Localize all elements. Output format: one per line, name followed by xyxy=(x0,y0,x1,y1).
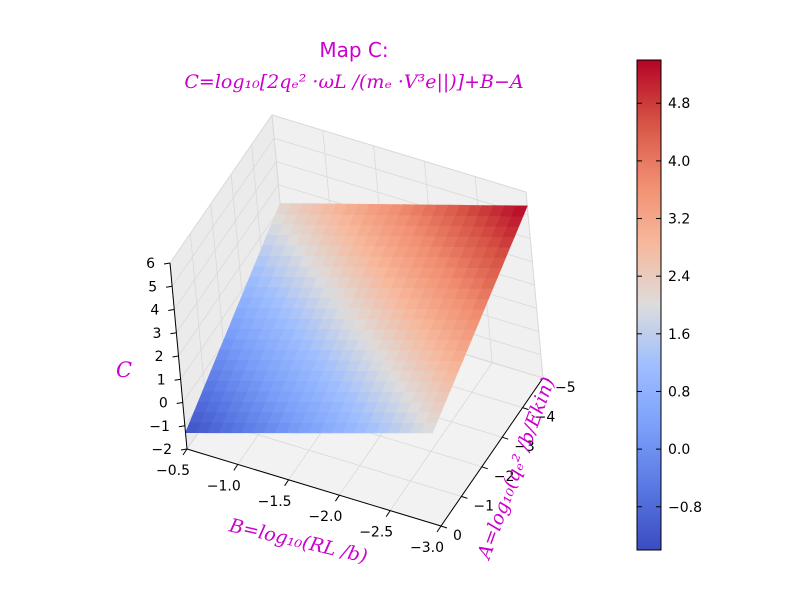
colorbar-tick-label: 1.6 xyxy=(668,327,690,343)
y-axis-line xyxy=(440,377,544,527)
x-tick-label: −1.0 xyxy=(207,478,241,494)
colorbar-tick-label: 0.8 xyxy=(668,384,690,400)
z-tick-mark xyxy=(170,332,177,335)
y-tick-label: −2 xyxy=(494,469,515,485)
z-tick-label: −1 xyxy=(149,419,170,435)
grid-line xyxy=(173,161,277,310)
x-axis-line xyxy=(186,448,442,527)
z-tick-mark xyxy=(166,285,173,288)
colorbar-tick-label: 4.0 xyxy=(668,154,690,170)
y-tick-label: 0 xyxy=(453,528,462,544)
y-tick-label: −4 xyxy=(535,410,556,426)
z-axis-ticks: −2 −1 0 1 2 3 4 5 6 xyxy=(146,256,188,458)
z-tick-mark xyxy=(168,309,175,311)
z-tick-label: 5 xyxy=(148,279,157,295)
z-axis-label: C xyxy=(116,358,132,382)
grid-line xyxy=(169,114,273,264)
colorbar-tick-label: −0.8 xyxy=(668,500,702,516)
x-tick-mark xyxy=(233,464,239,471)
z-tick-mark xyxy=(174,378,181,381)
z-tick-mark xyxy=(163,262,171,265)
y-tick-label: −3 xyxy=(514,439,535,455)
colorbar-tick-label: 2.4 xyxy=(668,269,690,285)
grid-line xyxy=(389,362,493,511)
z-tick-label: 3 xyxy=(152,326,161,342)
y-tick-mark xyxy=(542,377,550,381)
grid-line xyxy=(171,138,275,287)
x-tick-mark xyxy=(182,448,188,456)
x-tick-label: −2.0 xyxy=(308,509,342,525)
y-tick-label: −1 xyxy=(473,498,494,514)
x-tick-label: −1.5 xyxy=(258,494,292,510)
y-tick-mark xyxy=(461,495,468,499)
grid-line xyxy=(178,207,281,357)
x-tick-mark xyxy=(436,525,442,533)
x-tick-label: −3.0 xyxy=(410,540,444,556)
x-axis-ticks: −0.5 −1.0 −1.5 −2.0 −2.5 −3.0 xyxy=(156,448,444,556)
z-tick-label: 4 xyxy=(150,303,159,319)
x-tick-label: −0.5 xyxy=(156,463,190,479)
x-tick-mark xyxy=(334,494,340,502)
x-tick-label: −2.5 xyxy=(359,525,393,541)
y-tick-label: −5 xyxy=(555,380,576,396)
z-tick-label: −2 xyxy=(151,442,172,458)
y-tick-mark xyxy=(502,436,509,440)
z-tick-label: 1 xyxy=(157,372,166,388)
grid-line xyxy=(274,137,529,216)
z-tick-mark xyxy=(178,425,185,428)
y-tick-mark xyxy=(481,466,488,470)
z-tick-label: 0 xyxy=(159,396,168,412)
z-tick-mark xyxy=(176,402,183,404)
y-tick-mark xyxy=(440,525,448,529)
z-tick-label: 6 xyxy=(146,256,155,272)
chart-subtitle: C=log₁₀[2qₑ² ·ωL /(mₑ ·V³e||)]+B−A xyxy=(184,71,523,93)
grid-line xyxy=(176,184,279,333)
surface-patch xyxy=(511,205,528,217)
colorbar-tick-label: 0.0 xyxy=(668,442,690,458)
z-tick-mark xyxy=(180,448,188,451)
grid-line xyxy=(271,114,527,193)
surface xyxy=(185,202,528,434)
x-axis-label: B=log₁₀(RL /b) xyxy=(226,514,369,567)
z-tick-mark xyxy=(172,355,179,358)
z-tick-label: 2 xyxy=(155,349,164,365)
colorbar-tick-label: 3.2 xyxy=(668,212,690,228)
y-axis-ticks: 0 −1−2 −3−4 −5 xyxy=(440,377,576,544)
y-tick-mark xyxy=(522,407,529,411)
colorbar-ticks: −0.8 0.0 0.8 1.6 2.4 3.2 4.0 4.8 xyxy=(637,96,702,516)
colorbar xyxy=(636,59,662,551)
colorbar-tick-label: 4.8 xyxy=(668,96,690,112)
x-tick-mark xyxy=(385,510,391,517)
chart-title: Map C: xyxy=(319,38,388,62)
x-tick-mark xyxy=(284,479,290,487)
